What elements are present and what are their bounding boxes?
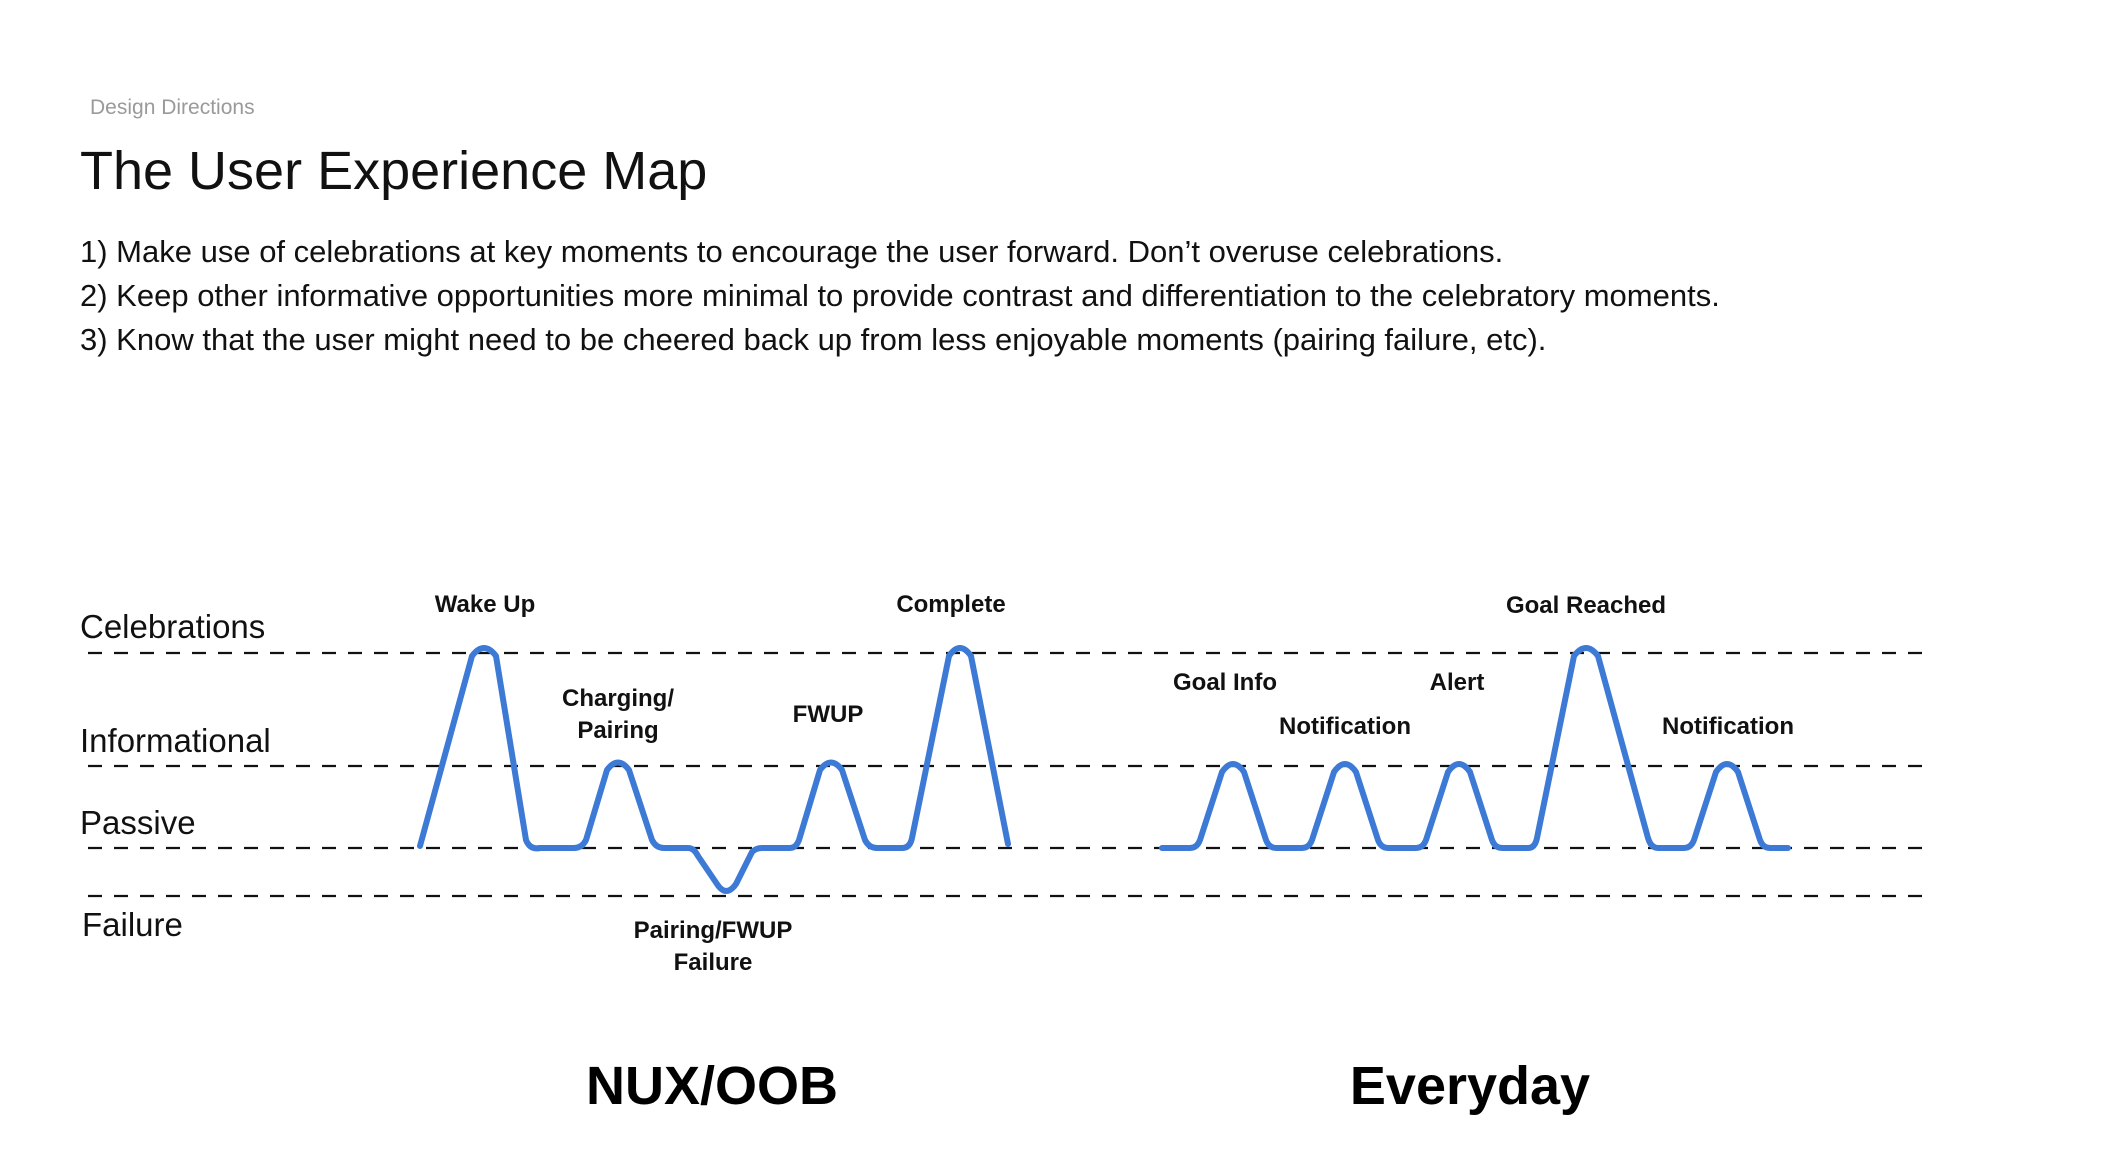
level-label-celebrations: Celebrations <box>80 608 265 645</box>
section-title-everyday: Everyday <box>1350 1056 1590 1116</box>
moment-label-notification-2: Notification <box>1662 713 1794 740</box>
guideline-item: 1) Make use of celebrations at key momen… <box>80 234 1504 269</box>
moment-label-complete: Complete <box>896 591 1005 618</box>
guideline-item: 2) Keep other informative opportunities … <box>80 278 1720 313</box>
moment-label-goal-reached: Goal Reached <box>1506 592 1666 619</box>
moment-label-charging: Charging/ <box>562 685 674 712</box>
moment-label-failure: Failure <box>674 949 753 976</box>
section-title-nux-oob: NUX/OOB <box>586 1056 838 1116</box>
moment-label-notification-1: Notification <box>1279 713 1411 740</box>
moment-label-fwup: FWUP <box>793 701 864 728</box>
level-label-failure: Failure <box>82 906 183 943</box>
moment-label-goal-info: Goal Info <box>1173 669 1277 696</box>
everyday-journey-curve <box>1159 645 1791 851</box>
moment-label-pairing-fwup: Pairing/FWUP <box>634 917 793 944</box>
guideline-item: 3) Know that the user might need to be c… <box>80 322 1547 357</box>
level-label-passive: Passive <box>80 804 196 841</box>
moment-label-wake-up: Wake Up <box>435 591 535 618</box>
moment-label-pairing: Pairing <box>577 717 658 744</box>
moment-label-alert: Alert <box>1430 669 1485 696</box>
level-guides <box>88 651 1930 898</box>
level-label-informational: Informational <box>80 722 271 759</box>
section-kicker: Design Directions <box>90 96 255 119</box>
page-title: The User Experience Map <box>80 141 708 201</box>
guideline-list: 1) Make use of celebrations at key momen… <box>80 230 1720 362</box>
nux-journey-curve <box>417 645 1011 894</box>
